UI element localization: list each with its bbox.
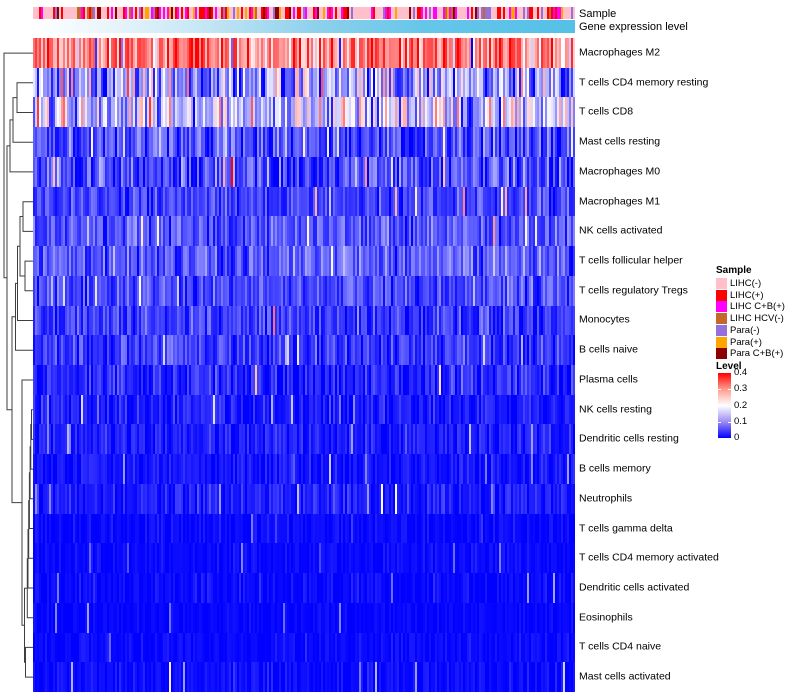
legend-color-swatch (716, 348, 727, 360)
gene-expression-track (33, 20, 575, 33)
legend-color-swatch (716, 278, 727, 289)
level-tick-label: 0.3 (734, 383, 748, 395)
legend-item-label: LIHC(+) (730, 289, 764, 301)
row-label: T cells CD4 memory activated (579, 551, 719, 564)
sample-annotation-track (33, 7, 575, 19)
row-label: Mast cells activated (579, 670, 671, 683)
row-label: Plasma cells (579, 373, 638, 386)
legend-item-label: LIHC C+B(+) (730, 301, 785, 313)
level-tick-label: 0.2 (734, 399, 748, 411)
legend-item-label: LIHC HCV(-) (730, 313, 784, 325)
row-label: T cells regulatory Tregs (579, 284, 688, 297)
legend-item-label: Para(+) (730, 336, 762, 348)
row-label: Dendritic cells activated (579, 581, 690, 594)
sample-track-label: Sample (579, 8, 617, 20)
row-label: B cells memory (579, 462, 651, 475)
sample-legend-title: Sample (716, 265, 752, 276)
level-legend-colorbar (718, 373, 731, 438)
row-label: Eosinophils (579, 611, 633, 624)
legend-color-swatch (716, 324, 727, 336)
legend-color-swatch (716, 313, 727, 325)
row-label: Dendritic cells resting (579, 432, 679, 445)
row-label: Macrophages M1 (579, 195, 661, 207)
legend-color-swatch (716, 301, 727, 313)
row-label: Macrophages M0 (579, 165, 661, 178)
level-legend-title: Level (716, 361, 742, 372)
heatmap-matrix (33, 38, 575, 692)
legend-color-swatch (716, 289, 727, 301)
legend-item-label: Para C+B(+) (730, 348, 784, 360)
row-label: T cells gamma delta (579, 522, 673, 534)
gene-track-label: Gene expression level (579, 21, 688, 33)
row-label: Macrophages M2 (579, 46, 661, 59)
row-label: NK cells activated (579, 224, 663, 237)
level-tick-label: 0.1 (734, 415, 748, 427)
row-label: T cells CD4 memory resting (579, 76, 709, 89)
row-label: T cells CD8 (579, 105, 634, 118)
row-label: Monocytes (579, 313, 630, 326)
row-label: T cells CD4 naive (579, 640, 662, 653)
row-dendrogram (3, 52, 33, 678)
legend-color-swatch (716, 336, 727, 348)
legend-item-label: Para(-) (730, 324, 760, 336)
row-label: Neutrophils (579, 492, 633, 505)
row-label: Mast cells resting (579, 135, 661, 148)
level-tick-label: 0 (734, 432, 740, 443)
row-label: B cells naive (579, 343, 638, 356)
row-label: T cells follicular helper (579, 254, 683, 267)
row-label: NK cells resting (579, 403, 652, 416)
legend-item-label: LIHC(-) (730, 278, 762, 289)
sample-legend: LIHC(-) LIHC(+) LIHC C+B(+) LIHC HCV(-) Para… (716, 278, 800, 368)
